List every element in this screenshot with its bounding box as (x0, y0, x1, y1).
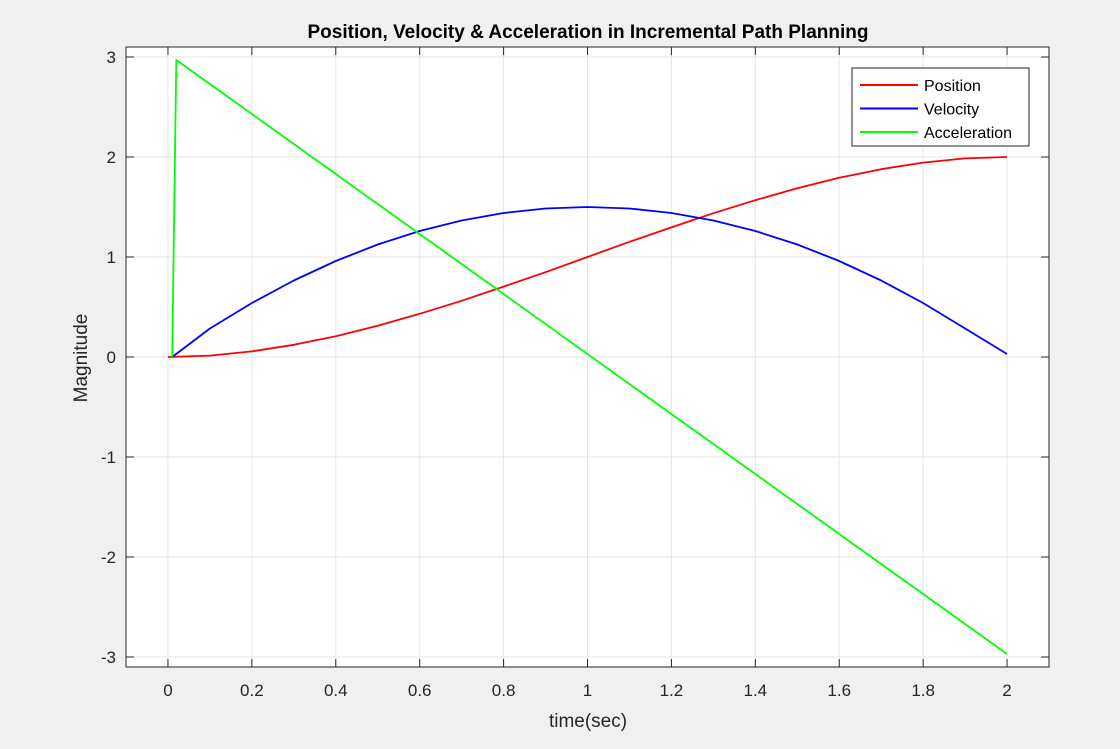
x-tick-label: 1.6 (827, 681, 851, 700)
x-tick-label: 2 (1002, 681, 1011, 700)
x-tick-label: 0.6 (408, 681, 432, 700)
x-tick-label: 0.2 (240, 681, 264, 700)
series-line-velocity (171, 206, 1008, 358)
x-axis-ticks: 0 0.2 0.4 0.6 0.8 1 1.2 1.4 1.6 1.8 2 (163, 47, 1012, 700)
y-tick-label: -3 (101, 648, 116, 667)
series-line-acceleration (171, 59, 1008, 655)
y-tick-label: 2 (107, 148, 116, 167)
y-tick-label: 1 (107, 248, 116, 267)
grid-lines (126, 47, 1049, 667)
legend-label-acceleration: Acceleration (924, 125, 1012, 142)
y-tick-label: -2 (101, 548, 116, 567)
y-axis-label: Magnitude (71, 314, 92, 403)
x-tick-label: 1 (583, 681, 592, 700)
legend-label-velocity: Velocity (924, 102, 979, 119)
legend-entries: Position Velocity Acceleration (860, 78, 1012, 142)
chart-title: Position, Velocity & Acceleration in Inc… (308, 22, 869, 43)
x-tick-label: 1.8 (911, 681, 935, 700)
x-tick-label: 1.2 (660, 681, 684, 700)
legend-label-position: Position (924, 78, 981, 95)
series-lines (167, 59, 1008, 655)
y-tick-label: 0 (107, 348, 116, 367)
legend: Position Velocity Acceleration (851, 67, 1030, 147)
y-tick-label: -1 (101, 448, 116, 467)
x-tick-label: 0.4 (324, 681, 348, 700)
x-tick-label: 0.8 (492, 681, 516, 700)
x-axis-label: time(sec) (549, 711, 627, 732)
series-line-position (167, 156, 1008, 358)
x-tick-label: 0 (163, 681, 172, 700)
y-axis-ticks: -3 -2 -1 0 1 2 3 (101, 48, 1049, 667)
x-tick-label: 1.4 (743, 681, 767, 700)
y-tick-label: 3 (107, 48, 116, 67)
